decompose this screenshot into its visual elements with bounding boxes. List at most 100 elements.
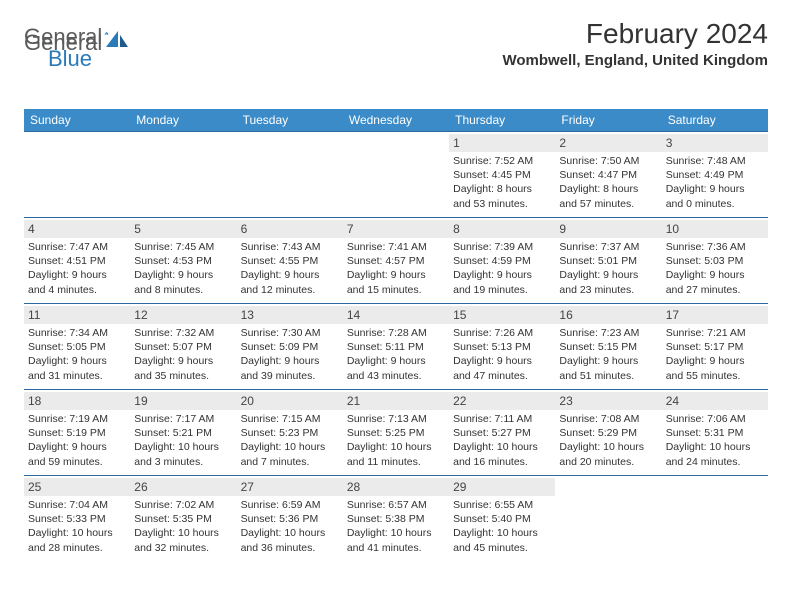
day-number: 24 <box>662 392 768 410</box>
sunrise-text: Sunrise: 7:28 AM <box>347 326 445 340</box>
day-info: Sunrise: 7:45 AMSunset: 4:53 PMDaylight:… <box>134 240 232 297</box>
sunset-text: Sunset: 5:31 PM <box>666 426 764 440</box>
sunset-text: Sunset: 5:23 PM <box>241 426 339 440</box>
calendar-day-cell: 22 Sunrise: 7:11 AMSunset: 5:27 PMDayligh… <box>449 390 555 476</box>
day-info: Sunrise: 7:52 AMSunset: 4:45 PMDaylight:… <box>453 154 551 211</box>
day-info: Sunrise: 7:34 AMSunset: 5:05 PMDaylight:… <box>28 326 126 383</box>
calendar-day-cell <box>662 476 768 562</box>
calendar-day-cell <box>24 132 130 218</box>
sunrise-text: Sunrise: 7:04 AM <box>28 498 126 512</box>
day-number: 14 <box>343 306 449 324</box>
daylight-text: Daylight: 9 hours and 8 minutes. <box>134 268 232 296</box>
day-info: Sunrise: 6:57 AMSunset: 5:38 PMDaylight:… <box>347 498 445 555</box>
header: General February 2024 Wombwell, England,… <box>24 18 768 69</box>
daylight-text: Daylight: 9 hours and 12 minutes. <box>241 268 339 296</box>
sunrise-text: Sunrise: 7:17 AM <box>134 412 232 426</box>
calendar-day-cell: 25Sunrise: 7:04 AMSunset: 5:33 PMDayligh… <box>24 476 130 562</box>
calendar-day-cell: 3Sunrise: 7:48 AMSunset: 4:49 PMDaylight… <box>662 132 768 218</box>
sunset-text: Sunset: 5:25 PM <box>347 426 445 440</box>
day-number: 15 <box>449 306 555 324</box>
sunrise-text: Sunrise: 7:11 AM <box>453 412 551 426</box>
sunrise-text: Sunrise: 7:15 AM <box>241 412 339 426</box>
sunset-text: Sunset: 5:03 PM <box>666 254 764 268</box>
day-info: Sunrise: 7:41 AMSunset: 4:57 PMDaylight:… <box>347 240 445 297</box>
calendar-day-cell: 26Sunrise: 7:02 AMSunset: 5:35 PMDayligh… <box>130 476 236 562</box>
day-number: 2 <box>555 134 661 152</box>
day-number: 10 <box>662 220 768 238</box>
sunset-text: Sunset: 4:47 PM <box>559 168 657 182</box>
sunset-text: Sunset: 4:53 PM <box>134 254 232 268</box>
calendar-day-cell: 19 Sunrise: 7:17 AMSunset: 5:21 PMDayligh… <box>130 390 236 476</box>
sunset-text: Sunset: 4:55 PM <box>241 254 339 268</box>
day-number: 27 <box>237 478 343 496</box>
sunset-text: Sunset: 5:07 PM <box>134 340 232 354</box>
calendar-week-row: 25Sunrise: 7:04 AMSunset: 5:33 PMDayligh… <box>24 476 768 562</box>
day-number: 13 <box>237 306 343 324</box>
daylight-text: Daylight: 9 hours and 55 minutes. <box>666 354 764 382</box>
daylight-text: Daylight: 10 hours and 45 minutes. <box>453 526 551 554</box>
daylight-text: Daylight: 9 hours and 35 minutes. <box>134 354 232 382</box>
sunset-text: Sunset: 5:27 PM <box>453 426 551 440</box>
daylight-text: Daylight: 10 hours and 16 minutes. <box>453 440 551 468</box>
weekday-header: Saturday <box>662 109 768 132</box>
day-info: Sunrise: 7:26 AMSunset: 5:13 PMDaylight:… <box>453 326 551 383</box>
day-info: Sunrise: 7:32 AMSunset: 5:07 PMDaylight:… <box>134 326 232 383</box>
daylight-text: Daylight: 9 hours and 59 minutes. <box>28 440 126 468</box>
day-number: 19 <box>130 392 236 410</box>
day-number: 21 <box>343 392 449 410</box>
day-number <box>237 134 343 152</box>
sunset-text: Sunset: 5:21 PM <box>134 426 232 440</box>
calendar-week-row: 4Sunrise: 7:47 AMSunset: 4:51 PMDaylight… <box>24 218 768 304</box>
sunrise-text: Sunrise: 7:32 AM <box>134 326 232 340</box>
sunset-text: Sunset: 4:59 PM <box>453 254 551 268</box>
sunrise-text: Sunrise: 7:39 AM <box>453 240 551 254</box>
calendar-day-cell: 4Sunrise: 7:47 AMSunset: 4:51 PMDaylight… <box>24 218 130 304</box>
day-info: Sunrise: 7:23 AMSunset: 5:15 PMDaylight:… <box>559 326 657 383</box>
sunrise-text: Sunrise: 7:06 AM <box>666 412 764 426</box>
calendar-table: Sunday Monday Tuesday Wednesday Thursday… <box>24 109 768 562</box>
daylight-text: Daylight: 10 hours and 7 minutes. <box>241 440 339 468</box>
sunrise-text: Sunrise: 7:45 AM <box>134 240 232 254</box>
calendar-day-cell: 9Sunrise: 7:37 AMSunset: 5:01 PMDaylight… <box>555 218 661 304</box>
day-number: 8 <box>449 220 555 238</box>
day-info: Sunrise: 7:28 AMSunset: 5:11 PMDaylight:… <box>347 326 445 383</box>
day-number <box>130 134 236 152</box>
sunrise-text: Sunrise: 6:57 AM <box>347 498 445 512</box>
day-info: Sunrise: 7:36 AMSunset: 5:03 PMDaylight:… <box>666 240 764 297</box>
sunrise-text: Sunrise: 7:23 AM <box>559 326 657 340</box>
day-number: 29 <box>449 478 555 496</box>
daylight-text: Daylight: 9 hours and 27 minutes. <box>666 268 764 296</box>
sunrise-text: Sunrise: 7:21 AM <box>666 326 764 340</box>
sunset-text: Sunset: 5:29 PM <box>559 426 657 440</box>
daylight-text: Daylight: 9 hours and 39 minutes. <box>241 354 339 382</box>
month-title: February 2024 <box>502 18 768 50</box>
day-number: 20 <box>237 392 343 410</box>
day-info: Sunrise: 7:17 AMSunset: 5:21 PMDaylight:… <box>134 412 232 469</box>
day-number: 11 <box>24 306 130 324</box>
daylight-text: Daylight: 9 hours and 51 minutes. <box>559 354 657 382</box>
weekday-header-row: Sunday Monday Tuesday Wednesday Thursday… <box>24 109 768 132</box>
calendar-day-cell: 14 Sunrise: 7:28 AMSunset: 5:11 PMDayligh… <box>343 304 449 390</box>
day-number: 6 <box>237 220 343 238</box>
weekday-header: Tuesday <box>237 109 343 132</box>
day-info: Sunrise: 7:21 AMSunset: 5:17 PMDaylight:… <box>666 326 764 383</box>
calendar-day-cell: 29Sunrise: 6:55 AMSunset: 5:40 PMDayligh… <box>449 476 555 562</box>
calendar-week-row: 11 Sunrise: 7:34 AMSunset: 5:05 PMDayligh… <box>24 304 768 390</box>
day-number: 18 <box>24 392 130 410</box>
sunset-text: Sunset: 5:11 PM <box>347 340 445 354</box>
sunrise-text: Sunrise: 7:47 AM <box>28 240 126 254</box>
day-number: 22 <box>449 392 555 410</box>
calendar-day-cell: 13Sunrise: 7:30 AMSunset: 5:09 PMDayligh… <box>237 304 343 390</box>
daylight-text: Daylight: 10 hours and 28 minutes. <box>28 526 126 554</box>
day-number: 4 <box>24 220 130 238</box>
logo-text-blue: Blue <box>48 46 92 72</box>
calendar-day-cell: 5Sunrise: 7:45 AMSunset: 4:53 PMDaylight… <box>130 218 236 304</box>
daylight-text: Daylight: 9 hours and 23 minutes. <box>559 268 657 296</box>
day-info: Sunrise: 7:06 AMSunset: 5:31 PMDaylight:… <box>666 412 764 469</box>
logo-sail-icon2 <box>104 29 130 49</box>
calendar-day-cell <box>343 132 449 218</box>
sunset-text: Sunset: 4:45 PM <box>453 168 551 182</box>
day-number: 3 <box>662 134 768 152</box>
daylight-text: Daylight: 10 hours and 20 minutes. <box>559 440 657 468</box>
sunrise-text: Sunrise: 7:30 AM <box>241 326 339 340</box>
